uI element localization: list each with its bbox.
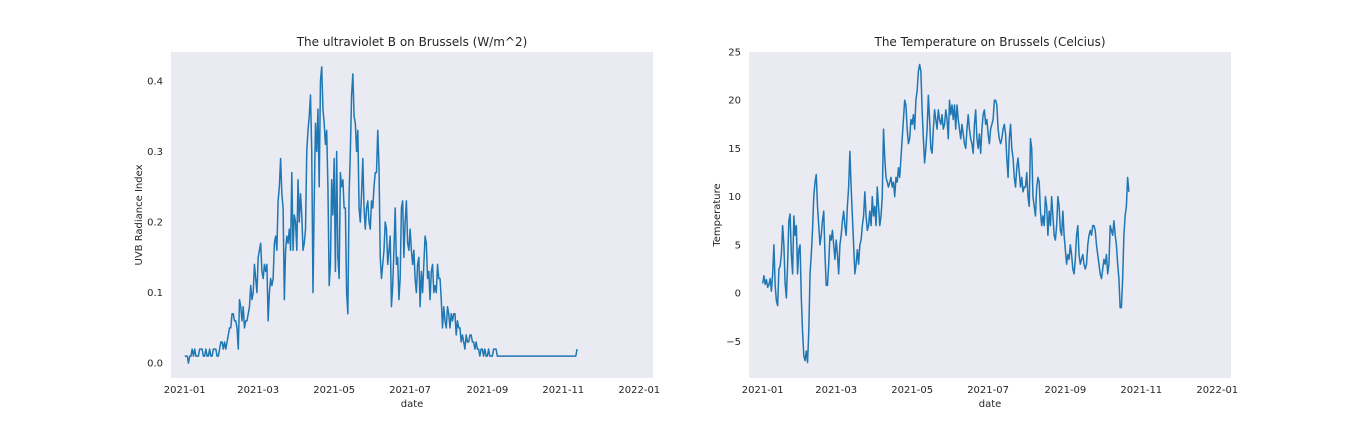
temperature-y-tick-label: −5 [726, 337, 741, 348]
uvb-y-tick-label: 0.0 [147, 359, 163, 370]
temperature-y-tick-label: 15 [728, 144, 741, 155]
uvb-x-tick-label: 2021-09 [467, 385, 509, 396]
temperature-ticks: 2021-01 2021-03 2021-05 2021-07 2021-09 2021-… [726, 48, 1238, 397]
uvb-y-axis-label: UVB Radiance Index [134, 164, 145, 265]
temperature-x-axis-label: date [979, 399, 1002, 410]
uvb-ticks: 2021-01 2021-03 2021-05 2021-07 2021-09 2021-… [147, 76, 660, 396]
temperature-y-axis-label: Temperature [712, 183, 723, 247]
uvb-x-tick-label: 2021-05 [313, 385, 355, 396]
temperature-chart-title: The Temperature on Brussels (Celcius) [873, 35, 1105, 49]
temperature-y-tick-label: 0 [735, 289, 741, 300]
temperature-x-tick-label: 2021-07 [967, 385, 1009, 396]
uvb-x-tick-label: 2022-01 [618, 385, 660, 396]
temperature-y-tick-label: 25 [728, 48, 741, 59]
temperature-x-tick-label: 2021-01 [742, 385, 784, 396]
uvb-y-tick-label: 0.3 [147, 147, 163, 158]
uvb-x-tick-label: 2021-03 [237, 385, 279, 396]
uvb-chart-title: The ultraviolet B on Brussels (W/m^2) [296, 35, 528, 49]
uvb-x-axis-label: date [401, 399, 424, 410]
uvb-x-tick-label: 2021-11 [542, 385, 584, 396]
uvb-y-tick-label: 0.4 [147, 76, 163, 87]
uvb-series-line [184, 66, 578, 364]
uvb-chart: The ultraviolet B on Brussels (W/m^2) da… [134, 35, 660, 410]
temperature-y-tick-label: 20 [728, 96, 741, 107]
uvb-x-tick-label: 2021-01 [164, 385, 206, 396]
temperature-x-tick-label: 2021-09 [1045, 385, 1087, 396]
uvb-x-tick-label: 2021-07 [389, 385, 431, 396]
uvb-y-tick-label: 0.1 [147, 288, 163, 299]
temperature-series-line [761, 63, 1130, 364]
uvb-plot-area [171, 52, 653, 378]
temperature-y-tick-label: 10 [728, 192, 741, 203]
temperature-x-tick-label: 2021-03 [815, 385, 857, 396]
temperature-x-tick-label: 2021-11 [1120, 385, 1162, 396]
temperature-y-tick-label: 5 [735, 240, 741, 251]
temperature-chart: The Temperature on Brussels (Celcius) da… [712, 35, 1238, 410]
temperature-x-tick-label: 2021-05 [891, 385, 933, 396]
uvb-y-tick-label: 0.2 [147, 218, 163, 229]
temperature-x-tick-label: 2022-01 [1196, 385, 1238, 396]
temperature-plot-area [749, 52, 1231, 378]
